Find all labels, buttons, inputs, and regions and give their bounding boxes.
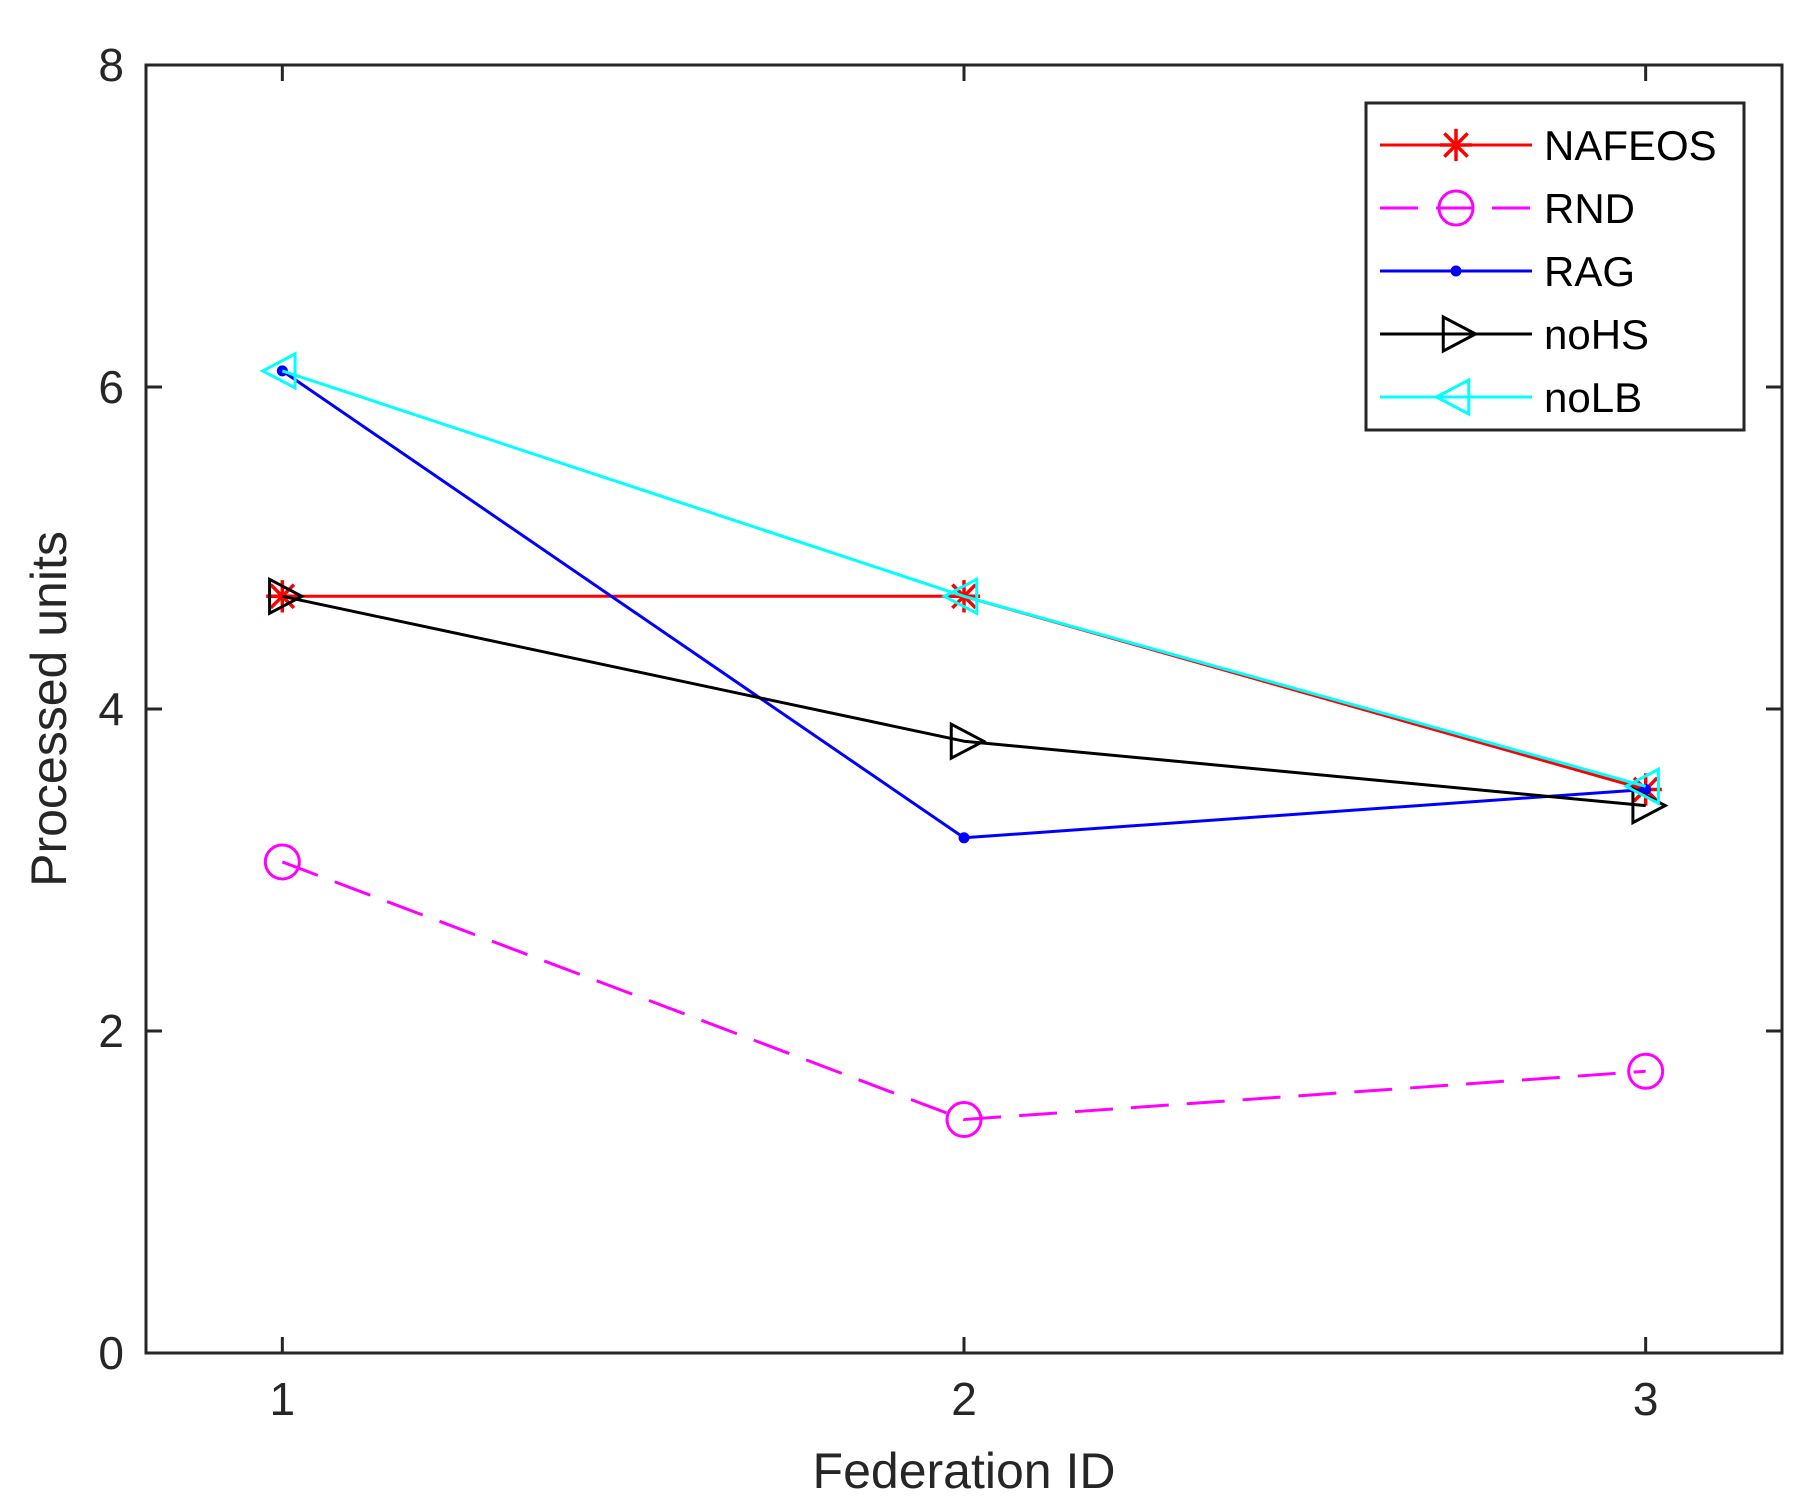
series-line-nafeos [282,594,1647,791]
legend-label-rnd: RND [1544,185,1635,232]
legend-label-rag: RAG [1544,248,1635,295]
y-axis-label: Processed units [21,531,77,887]
x-tick-label: 3 [1633,1373,1659,1425]
legend-marker-nohs [1441,314,1479,354]
data-point-nohs [268,576,306,616]
legend-box [1364,101,1746,432]
x-tick-label: 1 [270,1373,296,1425]
legend-marker-rag [1450,265,1462,277]
x-axis-label: Federation ID [813,1443,1116,1499]
legend-label-nohs: noHS [1544,311,1649,358]
data-point-rag [958,832,970,844]
y-tick-label: 4 [98,683,124,735]
axes: 0 2 4 6 8 1 2 3 [98,39,1784,1425]
data-point-nolb [941,576,979,616]
data-point-nolb [1622,766,1660,806]
legend-label-nafeos: NAFEOS [1544,122,1717,169]
data-point-nolb [259,351,297,391]
y-tick-label: 8 [98,39,124,91]
legend-marker-rnd [1437,189,1475,227]
y-tick-label: 6 [98,361,124,413]
data-point-rnd [1627,1052,1665,1090]
legend-label-nolb: noLB [1544,374,1642,421]
plot-area [259,351,1669,1139]
series-line-nohs [282,594,1646,808]
y-tick-label: 0 [98,1327,124,1379]
legend: NAFEOS RND RAG noHS noLB [1364,101,1746,432]
data-point-rnd [263,843,301,881]
series-line-nolb [281,369,1647,788]
legend-marker-nolb [1433,377,1471,417]
series-line-rnd [281,860,1646,1122]
data-point-nohs [949,721,987,761]
x-tick-label: 2 [951,1373,977,1425]
legend-marker-nafeos [1439,128,1473,162]
data-point-rnd [945,1101,983,1139]
y-tick-label: 2 [98,1005,124,1057]
